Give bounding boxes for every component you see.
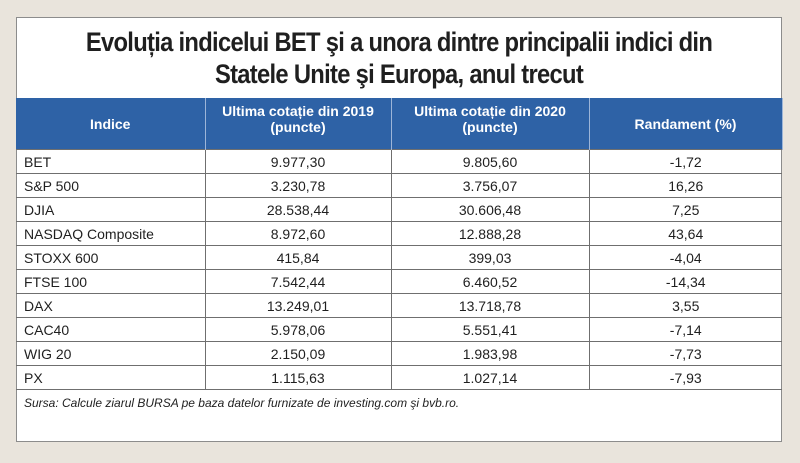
value-2019-cell: 5.978,06 <box>204 317 392 342</box>
title-line-1: Evoluția indicelui BET şi a unora dintre… <box>85 27 713 57</box>
index-table: Indice Ultima cotație din 2019 (puncte) … <box>16 98 783 416</box>
return-cell: 3,55 <box>588 293 782 318</box>
table-row: DJIA 28.538,44 30.606,48 7,25 <box>16 197 782 222</box>
index-name-cell: FTSE 100 <box>16 269 206 294</box>
value-2019-cell: 415,84 <box>204 245 392 270</box>
table-row: WIG 20 2.150,09 1.983,98 -7,73 <box>16 341 782 366</box>
value-2019-cell: 7.542,44 <box>204 269 392 294</box>
value-2020-cell: 5.551,41 <box>390 317 590 342</box>
header-indice: Indice <box>16 98 206 150</box>
value-2019-cell: 13.249,01 <box>204 293 392 318</box>
index-name-cell: BET <box>16 149 206 174</box>
return-cell: -7,14 <box>588 317 782 342</box>
value-2019-cell: 8.972,60 <box>204 221 392 246</box>
value-2019-cell: 1.115,63 <box>204 365 392 390</box>
return-cell: -1,72 <box>588 149 782 174</box>
index-name-cell: STOXX 600 <box>16 245 206 270</box>
table-card: Evoluția indicelui BET şi a unora dintre… <box>16 17 783 442</box>
value-2019-cell: 3.230,78 <box>204 173 392 198</box>
index-name-cell: DAX <box>16 293 206 318</box>
value-2020-cell: 12.888,28 <box>390 221 590 246</box>
index-name-cell: NASDAQ Composite <box>16 221 206 246</box>
value-2020-cell: 9.805,60 <box>390 149 590 174</box>
value-2020-cell: 3.756,07 <box>390 173 590 198</box>
table-row: DAX 13.249,01 13.718,78 3,55 <box>16 293 782 318</box>
table-row: FTSE 100 7.542,44 6.460,52 -14,34 <box>16 269 782 294</box>
table-row: NASDAQ Composite 8.972,60 12.888,28 43,64 <box>16 221 782 246</box>
index-name-cell: S&P 500 <box>16 173 206 198</box>
value-2020-cell: 1.983,98 <box>390 341 590 366</box>
value-2020-cell: 13.718,78 <box>390 293 590 318</box>
header-randament: Randament (%) <box>588 98 783 150</box>
return-cell: -4,04 <box>588 245 782 270</box>
return-cell: -7,93 <box>588 365 782 390</box>
table-row: PX 1.115,63 1.027,14 -7,93 <box>16 365 782 390</box>
index-name-cell: DJIA <box>16 197 206 222</box>
value-2020-cell: 1.027,14 <box>390 365 590 390</box>
table-row: S&P 500 3.230,78 3.756,07 16,26 <box>16 173 782 198</box>
value-2020-cell: 399,03 <box>390 245 590 270</box>
source-note: Sursa: Calcule ziarul BURSA pe baza date… <box>16 389 782 416</box>
index-name-cell: PX <box>16 365 206 390</box>
page-title: Evoluția indicelui BET şi a unora dintre… <box>63 18 735 98</box>
table-row: STOXX 600 415,84 399,03 -4,04 <box>16 245 782 270</box>
value-2019-cell: 28.538,44 <box>204 197 392 222</box>
title-line-2: Statele Unite şi Europa, anul trecut <box>214 59 584 89</box>
index-name-cell: CAC40 <box>16 317 206 342</box>
header-cotatie-2020: Ultima cotație din 2020 (puncte) <box>390 98 590 150</box>
table-row: BET 9.977,30 9.805,60 -1,72 <box>16 149 782 174</box>
return-cell: 7,25 <box>588 197 782 222</box>
return-cell: -7,73 <box>588 341 782 366</box>
return-cell: -14,34 <box>588 269 782 294</box>
value-2019-cell: 9.977,30 <box>204 149 392 174</box>
return-cell: 16,26 <box>588 173 782 198</box>
value-2020-cell: 30.606,48 <box>390 197 590 222</box>
value-2019-cell: 2.150,09 <box>204 341 392 366</box>
table-body: BET 9.977,30 9.805,60 -1,72 S&P 500 3.230,78 3… <box>16 149 782 390</box>
index-name-cell: WIG 20 <box>16 341 206 366</box>
table-row: CAC40 5.978,06 5.551,41 -7,14 <box>16 317 782 342</box>
table-header: Indice Ultima cotație din 2019 (puncte) … <box>16 98 783 150</box>
header-cotatie-2019: Ultima cotație din 2019 (puncte) <box>204 98 392 150</box>
return-cell: 43,64 <box>588 221 782 246</box>
value-2020-cell: 6.460,52 <box>390 269 590 294</box>
